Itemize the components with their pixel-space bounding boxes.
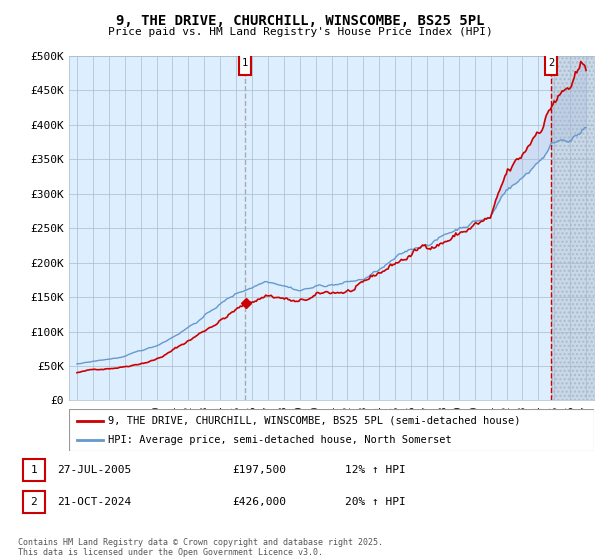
Text: 1: 1 <box>242 58 248 68</box>
Text: HPI: Average price, semi-detached house, North Somerset: HPI: Average price, semi-detached house,… <box>109 435 452 445</box>
Text: 21-OCT-2024: 21-OCT-2024 <box>58 497 132 507</box>
Text: 12% ↑ HPI: 12% ↑ HPI <box>345 465 406 475</box>
Text: Contains HM Land Registry data © Crown copyright and database right 2025.
This d: Contains HM Land Registry data © Crown c… <box>18 538 383 557</box>
Text: 27-JUL-2005: 27-JUL-2005 <box>58 465 132 475</box>
Text: Price paid vs. HM Land Registry's House Price Index (HPI): Price paid vs. HM Land Registry's House … <box>107 27 493 37</box>
Bar <box>23 459 45 481</box>
FancyBboxPatch shape <box>239 50 251 75</box>
Text: 2: 2 <box>31 497 37 507</box>
Text: 2: 2 <box>548 58 554 68</box>
Text: £197,500: £197,500 <box>232 465 286 475</box>
Bar <box>23 491 45 513</box>
Text: 9, THE DRIVE, CHURCHILL, WINSCOMBE, BS25 5PL (semi-detached house): 9, THE DRIVE, CHURCHILL, WINSCOMBE, BS25… <box>109 416 521 426</box>
FancyBboxPatch shape <box>545 50 557 75</box>
Bar <box>551 56 594 400</box>
Text: 9, THE DRIVE, CHURCHILL, WINSCOMBE, BS25 5PL: 9, THE DRIVE, CHURCHILL, WINSCOMBE, BS25… <box>116 14 484 28</box>
Text: 1: 1 <box>31 465 37 475</box>
Text: £426,000: £426,000 <box>232 497 286 507</box>
Text: 20% ↑ HPI: 20% ↑ HPI <box>345 497 406 507</box>
